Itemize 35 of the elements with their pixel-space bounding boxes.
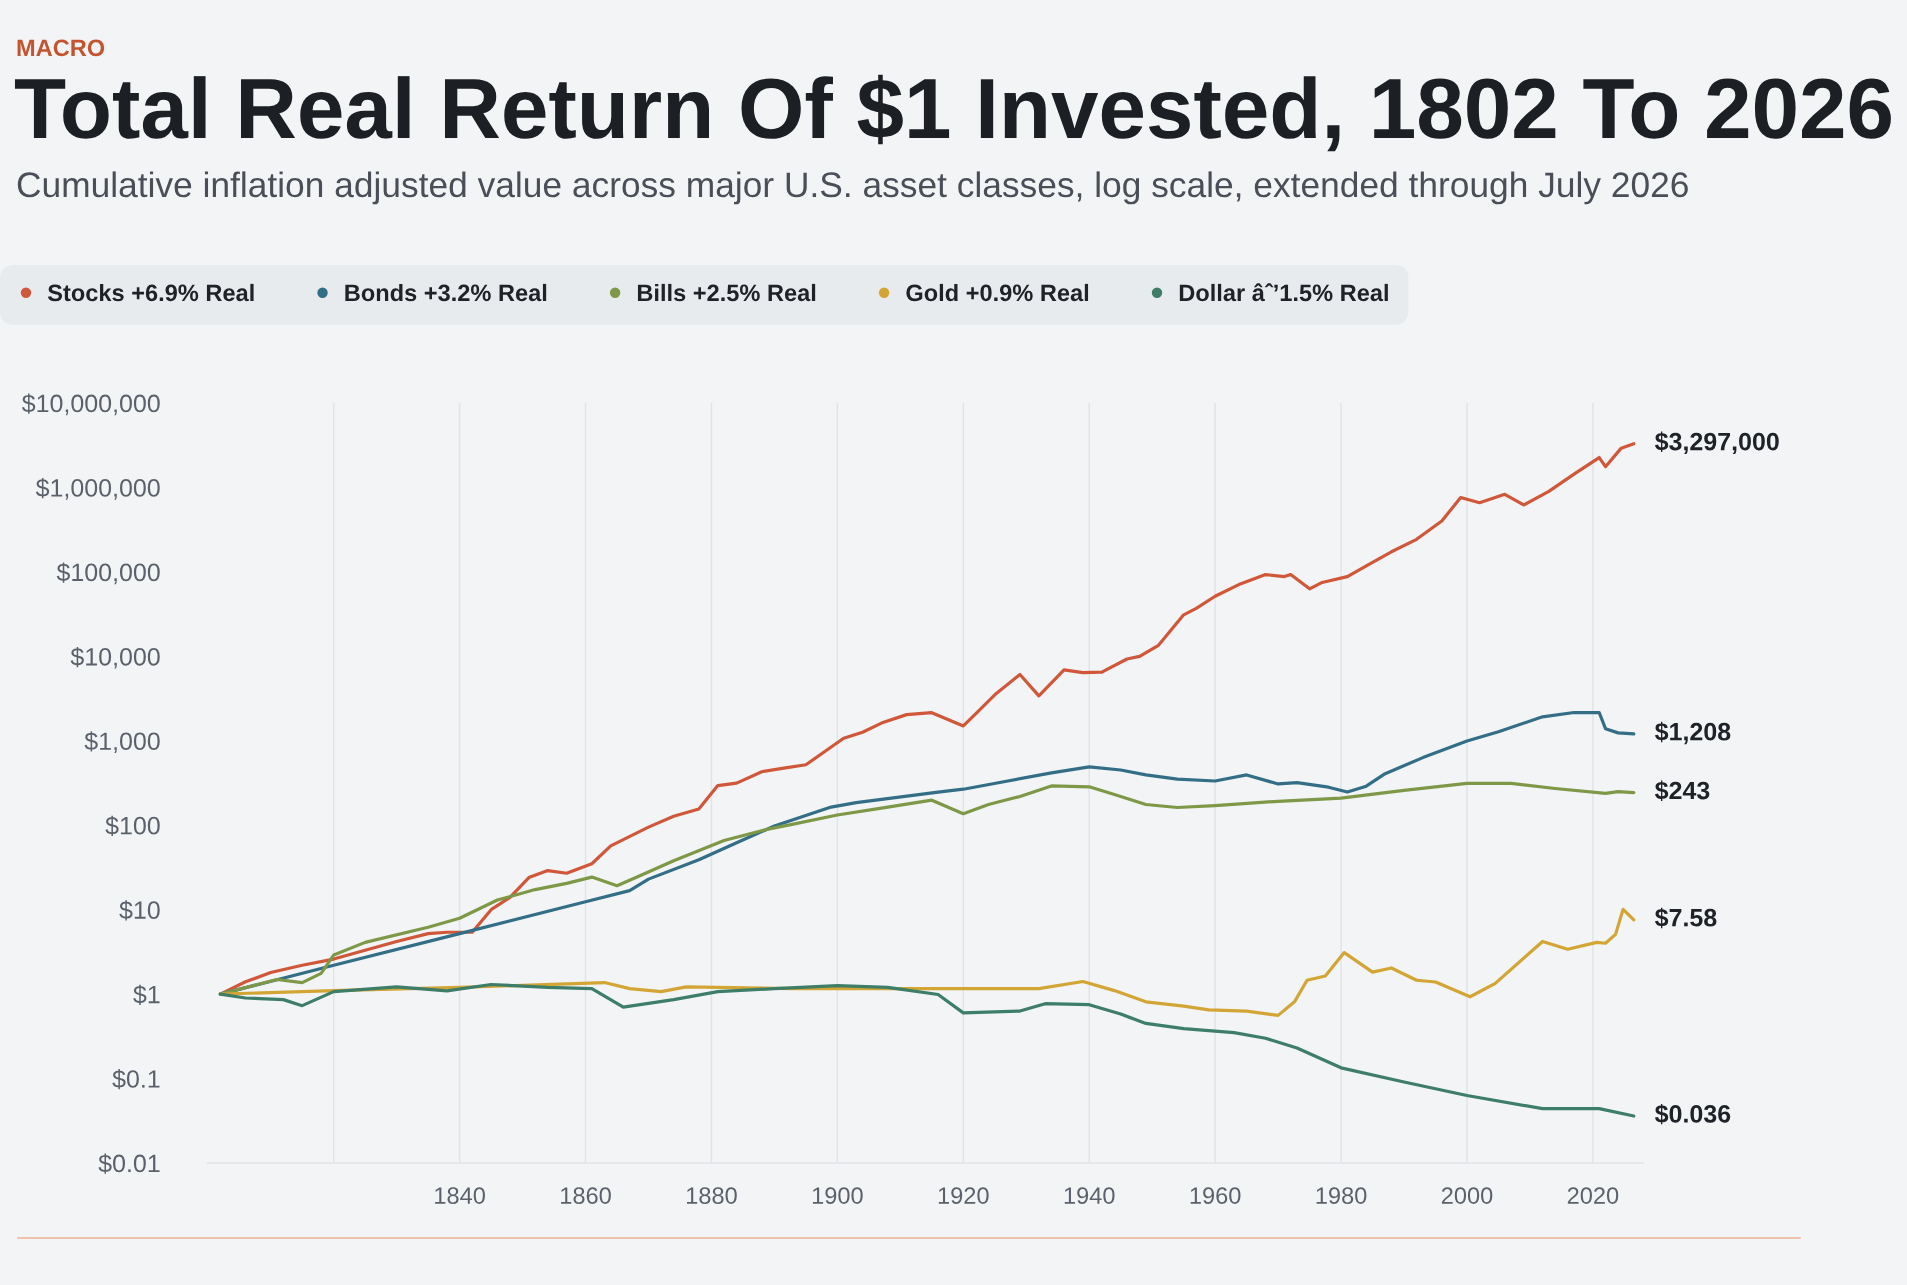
text: MACRO — [17, 39, 105, 57]
data-label: $1,208 — [1654, 721, 1731, 745]
x-tick-label: 1940 — [1064, 1187, 1115, 1204]
data-label: $7.58 — [1654, 907, 1717, 929]
y-tick-label: $10,000,000 — [21, 393, 160, 416]
chart-subtitle: Cumulative inflation adjusted value across major U.S. asset classes, log scale, extended through July 2026 — [17, 171, 1688, 205]
chart-title: Total Real Return Of $1 Invested, 1802 To 2026 — [14, 74, 1891, 152]
x-tick-label: 1860 — [561, 1187, 611, 1204]
line-series — [218, 982, 1636, 1118]
x-tick-label: 1960 — [1190, 1187, 1241, 1204]
x-tick-label: 1980 — [1316, 1187, 1367, 1204]
data-label: $243 — [1654, 780, 1710, 801]
data-label: $0.036 — [1654, 1103, 1731, 1125]
y-tick-label: $10,000 — [70, 646, 160, 669]
y-tick-label: $10 — [119, 900, 160, 921]
x-tick-label: 1920 — [938, 1187, 989, 1204]
line-series — [218, 442, 1636, 996]
y-tick-label: $0.1 — [112, 1069, 160, 1090]
y-tick-label: $0.01 — [98, 1153, 160, 1174]
x-tick-label: 2000 — [1441, 1187, 1493, 1204]
legend-label: Gold +0.9% Real — [906, 283, 1089, 302]
x-tick-label: 1900 — [812, 1187, 863, 1204]
legend-label: Dollar âˆ’1.5% Real — [1179, 283, 1388, 302]
y-tick-label: $1,000,000 — [35, 478, 160, 500]
legend-label: Bills +2.5% Real — [637, 283, 816, 302]
x-tick-label: 2020 — [1567, 1187, 1619, 1204]
legend-label: Bonds +3.2% Real — [345, 283, 547, 302]
y-tick-label: $100,000 — [56, 562, 160, 585]
legend-label: Stocks +6.9% Real — [47, 283, 254, 302]
x-tick-label: 1840 — [435, 1187, 485, 1204]
x-tick-label: 1880 — [687, 1187, 737, 1204]
y-tick-label: $1 — [133, 984, 160, 1005]
data-label: $3,297,000 — [1654, 431, 1779, 455]
y-tick-label: $100 — [105, 815, 160, 837]
y-tick-label: $1,000 — [84, 731, 160, 754]
